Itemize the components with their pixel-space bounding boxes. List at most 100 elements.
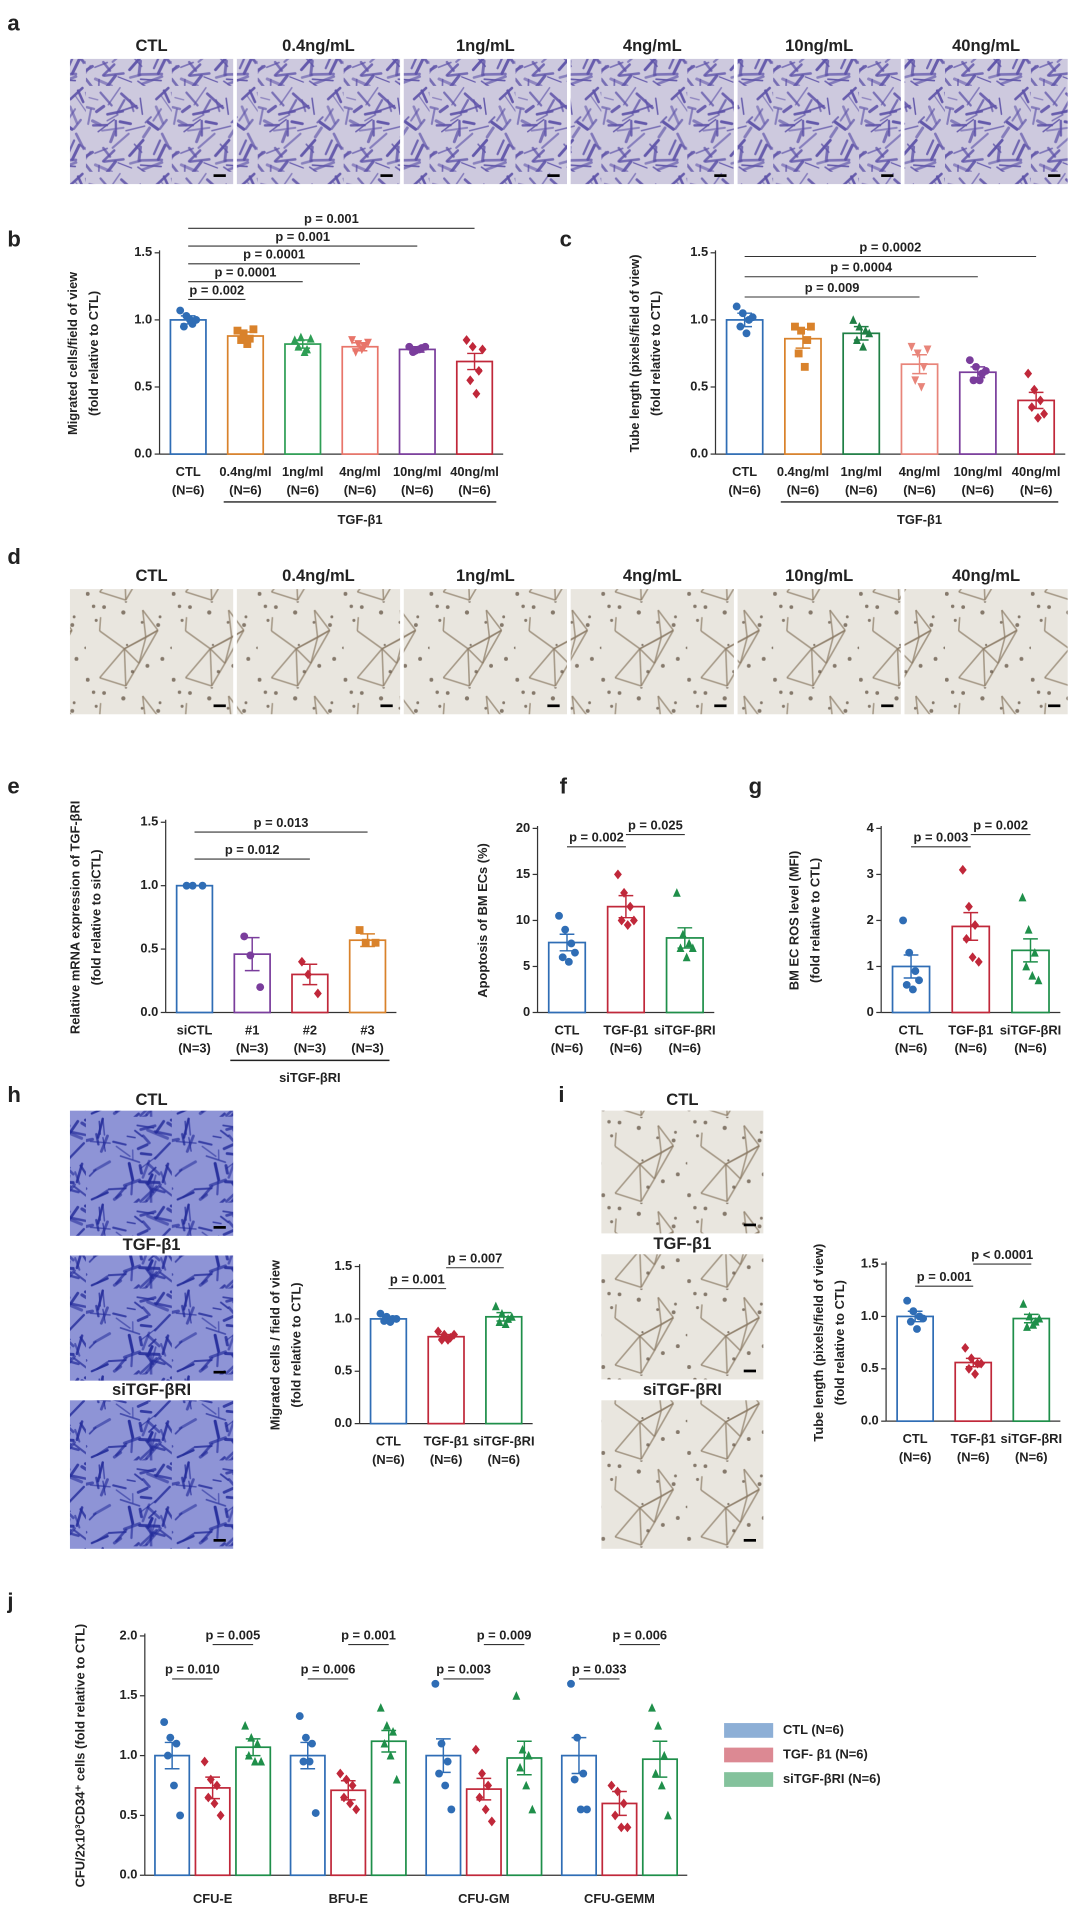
panel-letter: j <box>6 1589 13 1614</box>
y-axis-label: Tube length (pixels/field of view) <box>627 254 642 452</box>
x-tick-sublabel: (N=6) <box>787 482 820 497</box>
data-point <box>256 983 265 992</box>
data-point <box>392 1314 401 1323</box>
data-point <box>859 342 868 351</box>
significance-label: p = 0.001 <box>275 229 330 244</box>
bar <box>485 1315 523 1425</box>
bar <box>425 1754 462 1877</box>
y-tick-label: 1.0 <box>134 311 152 326</box>
bar <box>235 1746 272 1877</box>
scale-bar <box>714 704 727 708</box>
data-point <box>915 976 923 985</box>
data-point <box>913 349 922 359</box>
micrograph <box>69 1110 234 1236</box>
scale-bar <box>380 704 393 708</box>
data-point <box>354 340 363 349</box>
data-point <box>351 348 360 357</box>
x-tick-sublabel: (N=3) <box>351 1041 384 1056</box>
data-point <box>579 1769 588 1778</box>
bar <box>954 1361 993 1423</box>
data-point <box>975 376 984 385</box>
error-bar <box>516 1740 532 1776</box>
bar <box>465 1788 502 1877</box>
data-point <box>561 925 570 934</box>
data-point <box>380 1738 389 1748</box>
significance-label: p = 0.006 <box>301 1662 356 1677</box>
data-point <box>348 1780 357 1791</box>
x-tick-label: 40ng/ml <box>450 464 499 479</box>
data-point <box>355 926 364 934</box>
legend-swatch <box>724 1772 774 1787</box>
x-tick-sublabel: (N=6) <box>899 1449 932 1464</box>
data-point <box>1024 924 1033 934</box>
bar <box>348 939 387 1014</box>
x-tick-label: CFU-GM <box>458 1891 510 1906</box>
data-point <box>512 1691 521 1700</box>
data-point <box>305 1757 314 1766</box>
data-point <box>518 1744 527 1754</box>
data-point <box>736 322 745 331</box>
data-point <box>186 315 194 324</box>
scale-bar <box>213 174 226 177</box>
x-tick-label: #2 <box>303 1022 317 1037</box>
y-tick-label: 2 <box>867 912 874 927</box>
bar <box>289 1754 326 1877</box>
scale-bar <box>213 704 226 708</box>
data-point <box>244 1750 253 1760</box>
y-axis-label: Migrated cells/field of view <box>65 271 80 435</box>
y-axis-label: BM EC ROS level (MFI) <box>787 851 802 991</box>
data-point <box>564 957 573 966</box>
micrograph <box>904 589 1068 715</box>
data-point <box>732 302 741 311</box>
data-point <box>806 322 815 331</box>
data-point <box>958 864 967 875</box>
micrograph <box>69 1400 234 1549</box>
x-tick-sublabel: (N=6) <box>957 1449 990 1464</box>
data-point <box>166 1733 175 1742</box>
data-point <box>791 322 799 331</box>
y-tick-label: 1.0 <box>861 1308 879 1323</box>
data-point <box>902 980 911 989</box>
data-point <box>664 1810 672 1820</box>
data-point <box>573 1733 582 1742</box>
x-tick-sublabel: (N=6) <box>172 482 205 497</box>
data-point <box>679 929 687 939</box>
data-point <box>361 938 370 947</box>
scale-bar <box>380 174 393 177</box>
data-point <box>198 881 207 890</box>
x-tick-sublabel: (N=6) <box>1020 482 1053 497</box>
micrograph <box>236 589 401 715</box>
panel-letter: g <box>749 774 763 799</box>
data-point <box>206 1774 215 1785</box>
data-point <box>245 334 254 343</box>
y-tick-label: 0.0 <box>134 445 152 460</box>
legend-swatch <box>724 1747 774 1763</box>
x-tick-label: CTL <box>554 1022 579 1037</box>
x-tick-label: 0.4ng/ml <box>777 464 829 479</box>
x-tick-label: 10ng/ml <box>953 464 1002 479</box>
error-bar <box>1023 938 1038 963</box>
x-tick-label: CTL <box>732 464 757 479</box>
data-point <box>240 932 249 941</box>
data-point <box>981 366 990 375</box>
significance-label: p = 0.0001 <box>214 264 276 279</box>
x-tick-sublabel: (N=3) <box>294 1041 327 1056</box>
data-point <box>570 1775 579 1784</box>
data-point <box>498 1308 506 1318</box>
legend-swatch <box>724 1723 774 1738</box>
y-axis-label: Migrated cells / field of view <box>268 1259 283 1430</box>
data-point <box>797 326 806 335</box>
data-point <box>967 1353 976 1364</box>
data-point <box>576 1805 585 1814</box>
y-tick-label: 0.5 <box>690 378 708 393</box>
y-axis-label: (fold relative to CTL) <box>808 858 823 983</box>
data-point <box>348 336 356 345</box>
significance-label: p = 0.012 <box>225 842 280 857</box>
data-point <box>471 1744 480 1755</box>
x-tick-label: CTL <box>376 1433 401 1448</box>
data-point <box>907 342 916 352</box>
scale-bar <box>1048 704 1061 708</box>
scale-bar <box>743 1223 756 1227</box>
data-point <box>357 345 366 355</box>
x-tick-sublabel: (N=6) <box>895 1041 928 1056</box>
